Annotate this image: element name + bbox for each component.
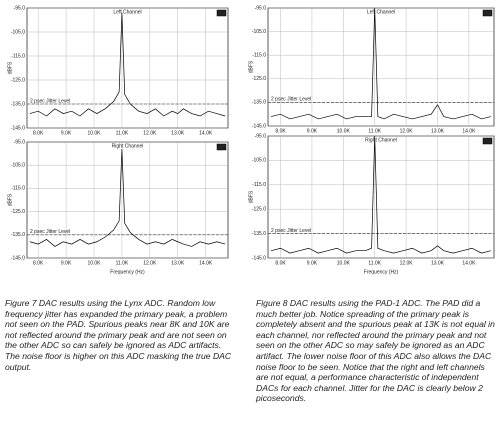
caption: Figure 7 DAC results using the Lynx ADC.… bbox=[5, 298, 232, 372]
annotation: 2 psec Jitter Level bbox=[30, 98, 70, 104]
y-tick-label: -135.0 bbox=[11, 101, 25, 107]
x-tick-label: 9.0K bbox=[307, 128, 318, 134]
plot-area bbox=[26, 7, 229, 129]
y-tick-label: -95.0 bbox=[255, 5, 267, 11]
y-tick-label: -115.0 bbox=[252, 53, 266, 59]
panel-title: Right Channel bbox=[365, 137, 397, 143]
x-tick-label: 13.0K bbox=[431, 128, 445, 134]
figures: -95.0 -105.0 -115.0 -125.0 -135.0 -145.0 8.0K 9… bbox=[7, 5, 495, 275]
legend-box bbox=[482, 9, 493, 17]
x-tick-label: 9.0K bbox=[61, 130, 72, 136]
x-tick-label: 9.0K bbox=[61, 260, 72, 266]
x-tick-label: 13.0K bbox=[431, 260, 445, 266]
x-tick-label: 10.0K bbox=[337, 128, 351, 134]
y-tick-label: -105.0 bbox=[252, 29, 266, 35]
y-tick-label: -145.0 bbox=[11, 125, 25, 131]
plot-area bbox=[267, 135, 495, 259]
x-tick-label: 12.0K bbox=[400, 128, 414, 134]
y-tick-label: -135.0 bbox=[11, 232, 25, 238]
spectrum-line bbox=[29, 148, 226, 247]
x-tick-label: 10.0K bbox=[87, 260, 101, 266]
caption: Figure 8 DAC results using the PAD-1 ADC… bbox=[256, 298, 495, 404]
y-tick-label: -95.0 bbox=[14, 139, 26, 145]
x-axis-label: Frequency (Hz) bbox=[364, 269, 399, 275]
spectrum-line bbox=[271, 7, 491, 120]
annotation: 2 psec Jitter Level bbox=[271, 228, 311, 234]
y-tick-label: -135.0 bbox=[252, 231, 266, 237]
x-tick-label: 12.0K bbox=[143, 130, 157, 136]
x-tick-label: 13.0K bbox=[171, 130, 185, 136]
x-axis-label: Frequency (Hz) bbox=[110, 269, 145, 275]
y-tick-label: -115.0 bbox=[252, 182, 266, 188]
x-tick-label: 14.0K bbox=[462, 128, 476, 134]
y-tick-label: -125.0 bbox=[252, 207, 266, 213]
panel-title: Left Channel bbox=[113, 9, 141, 15]
y-tick-label: -135.0 bbox=[252, 100, 266, 106]
y-tick-label: -125.0 bbox=[11, 77, 25, 83]
x-tick-label: 11.0K bbox=[116, 260, 129, 266]
x-tick-label: 14.0K bbox=[199, 130, 213, 136]
y-tick-label: -115.0 bbox=[11, 53, 25, 59]
x-tick-label: 8.0K bbox=[275, 128, 286, 134]
panel-title: Right Channel bbox=[112, 143, 144, 149]
y-tick-label: -105.0 bbox=[11, 163, 25, 169]
x-tick-label: 14.0K bbox=[462, 260, 476, 266]
x-tick-label: 8.0K bbox=[33, 260, 44, 266]
y-tick-label: -105.0 bbox=[11, 29, 25, 35]
y-tick-label: -145.0 bbox=[252, 255, 266, 261]
panel-title: Left Channel bbox=[367, 9, 395, 15]
y-tick-label: -125.0 bbox=[11, 209, 25, 215]
x-tick-label: 10.0K bbox=[87, 130, 101, 136]
y-tick-label: -125.0 bbox=[252, 76, 266, 82]
spectrum-line bbox=[29, 12, 226, 117]
legend-box bbox=[216, 9, 227, 17]
spectrum-line bbox=[271, 135, 491, 254]
x-tick-label: 11.0K bbox=[116, 130, 129, 136]
y-tick-label: -95.0 bbox=[255, 133, 267, 139]
annotation: 2 psec Jitter Level bbox=[271, 97, 311, 103]
y-tick-label: -95.0 bbox=[14, 5, 26, 11]
x-tick-label: 8.0K bbox=[33, 130, 44, 136]
y-tick-label: -145.0 bbox=[252, 123, 266, 129]
x-tick-label: 11.0K bbox=[368, 128, 381, 134]
x-tick-label: 11.0K bbox=[368, 260, 381, 266]
x-tick-label: 14.0K bbox=[199, 260, 213, 266]
x-tick-label: 12.0K bbox=[143, 260, 157, 266]
x-tick-label: 12.0K bbox=[400, 260, 414, 266]
y-axis-label: dBFS bbox=[7, 61, 13, 74]
x-tick-label: 13.0K bbox=[171, 260, 185, 266]
plot-area bbox=[267, 7, 495, 127]
x-tick-label: 10.0K bbox=[337, 260, 351, 266]
y-tick-label: -105.0 bbox=[252, 158, 266, 164]
y-axis-label: dBFS bbox=[248, 60, 254, 73]
plot-area bbox=[26, 141, 229, 259]
y-axis-label: dBFS bbox=[7, 193, 13, 206]
x-tick-label: 9.0K bbox=[307, 260, 318, 266]
y-tick-label: -145.0 bbox=[11, 255, 25, 261]
legend-box bbox=[482, 137, 493, 145]
y-tick-label: -115.0 bbox=[11, 186, 25, 192]
annotation: 2 psec Jitter Level bbox=[30, 229, 70, 235]
legend-box bbox=[216, 143, 227, 151]
y-axis-label: dBFS bbox=[248, 190, 254, 203]
x-tick-label: 8.0K bbox=[275, 260, 286, 266]
